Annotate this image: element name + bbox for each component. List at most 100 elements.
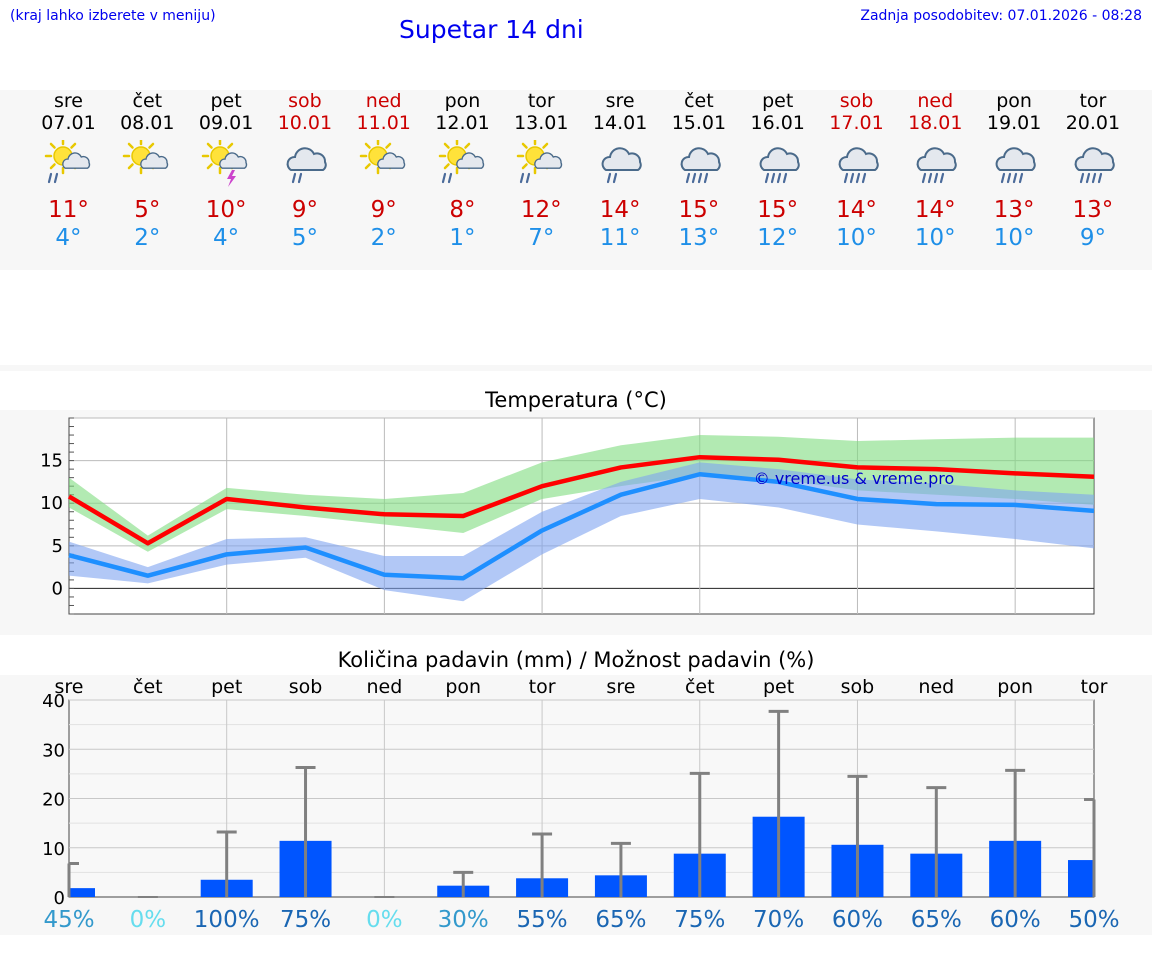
day-date: 15.01: [671, 112, 727, 134]
day-name: pon: [996, 90, 1032, 112]
day-date: 14.01: [592, 112, 648, 134]
day-column: tor 20.01 13° 9°: [1054, 90, 1132, 252]
day-column: sob 17.01 14° 10°: [818, 90, 896, 252]
temperature-chart: 0 5 10 15 © vreme.us & vreme.pro: [40, 417, 1095, 615]
day-date: 18.01: [908, 112, 963, 134]
temp-max: 14°: [599, 197, 641, 223]
sun-cloud-rain-icon: [438, 140, 484, 184]
band-min: [69, 462, 1094, 602]
temp-min: 10°: [914, 225, 956, 251]
temp-max: 15°: [757, 197, 799, 223]
day-column: pon 19.01 13° 10°: [975, 90, 1053, 252]
probability-label: 65%: [595, 907, 646, 933]
temp-min: 10°: [836, 225, 877, 251]
category-label: pon: [997, 676, 1033, 698]
temp-max: 8°: [449, 197, 476, 223]
weather-icon-slot: [581, 134, 659, 196]
day-name: čet: [132, 90, 163, 112]
temp-min: 9°: [1079, 225, 1106, 251]
category-label: tor: [1081, 676, 1108, 698]
temp-max: 9°: [291, 197, 318, 223]
weather-icon-slot: [345, 134, 423, 196]
probability-label: 50%: [1068, 907, 1119, 933]
y-tick-label: 30: [42, 740, 65, 761]
temp-min: 5°: [291, 225, 318, 251]
weather-icon-slot: [1054, 134, 1132, 196]
cloud-heavy-rain-icon: [838, 147, 879, 184]
day-column: pon 12.01 8° 1°: [424, 90, 502, 252]
day-column: čet 15.01 15° 13°: [660, 90, 738, 252]
sun-cloud-rain-icon: [517, 140, 563, 184]
temp-min: 2°: [134, 225, 161, 251]
page-title: Supetar 14 dni: [399, 15, 584, 44]
temp-min: 4°: [213, 225, 240, 251]
day-column: čet 08.01 5° 2°: [108, 90, 186, 252]
y-tick-label: 5: [52, 536, 63, 557]
probability-label: 60%: [990, 907, 1041, 933]
temp-min: 4°: [55, 225, 82, 251]
day-name: sre: [605, 90, 635, 112]
weather-icon-slot: [660, 134, 738, 196]
y-tick-label: 10: [40, 493, 63, 514]
day-column: sre 14.01 14° 11°: [581, 90, 659, 252]
day-column: pet 16.01 15° 12°: [739, 90, 817, 252]
weather-icon-slot: [502, 134, 580, 196]
weather-icon-slot: [30, 134, 108, 196]
y-tick-label: 0: [52, 578, 63, 599]
probability-label: 60%: [832, 907, 883, 933]
category-label: tor: [529, 676, 556, 698]
temp-max: 13°: [993, 197, 1035, 223]
location-hint: (kraj lahko izberete v meniju): [10, 8, 216, 24]
weather-icon-slot: [108, 134, 186, 196]
day-name: čet: [684, 90, 714, 112]
y-tick-label: 40: [42, 691, 65, 712]
cloud-heavy-rain-icon: [680, 147, 721, 184]
day-name: pet: [210, 90, 242, 112]
precipitation-chart-title: Količina padavin (mm) / Možnost padavin …: [337, 648, 815, 672]
day-date: 13.01: [514, 112, 569, 134]
temp-min: 2°: [370, 225, 397, 251]
last-updated: Zadnja posodobitev: 07.01.2026 - 08:28: [860, 8, 1142, 24]
day-column: sob 10.01 9° 5°: [266, 90, 344, 252]
cloud-rain-icon: [601, 147, 642, 184]
sun-cloud-icon: [359, 140, 405, 175]
temp-max: 15°: [678, 197, 720, 223]
y-tick-label: 0: [54, 888, 65, 909]
weather-icon-slot: [739, 134, 817, 196]
temp-min: 1°: [449, 225, 476, 251]
day-name: pon: [444, 90, 481, 112]
y-tick-label: 10: [42, 839, 65, 860]
line-min: [68, 471, 1095, 581]
day-name: sob: [839, 90, 874, 112]
category-label: sre: [606, 676, 635, 698]
weather-icon-slot: [975, 134, 1053, 196]
day-date: 16.01: [750, 112, 805, 134]
day-date: 19.01: [986, 112, 1042, 134]
day-date: 08.01: [120, 112, 175, 134]
day-column: ned 11.01 9° 2°: [345, 90, 423, 252]
temp-min: 10°: [993, 225, 1035, 251]
precip-bar: [1068, 860, 1094, 897]
category-label: sob: [841, 676, 875, 698]
probability-label: 30%: [438, 907, 489, 933]
day-column: ned 18.01 14° 10°: [896, 90, 974, 252]
weather-icon-slot: [187, 134, 265, 196]
section-divider: [0, 365, 1152, 371]
probability-label: 70%: [753, 907, 804, 933]
category-label: pon: [445, 676, 481, 698]
day-date: 07.01: [41, 112, 96, 134]
day-column: pet 09.01 10° 4°: [187, 90, 265, 252]
watermark: © vreme.us & vreme.pro: [754, 469, 955, 488]
temp-max: 5°: [134, 197, 161, 223]
day-date: 12.01: [435, 112, 490, 134]
category-label: sre: [55, 676, 84, 698]
day-date: 09.01: [198, 112, 254, 134]
probability-label: 100%: [194, 907, 260, 933]
category-label: pet: [211, 676, 242, 698]
probability-label: 75%: [674, 907, 725, 933]
y-tick-label: 20: [42, 790, 65, 811]
category-label: čet: [133, 676, 163, 698]
probability-label: 45%: [43, 907, 94, 933]
day-name: sob: [288, 90, 322, 112]
